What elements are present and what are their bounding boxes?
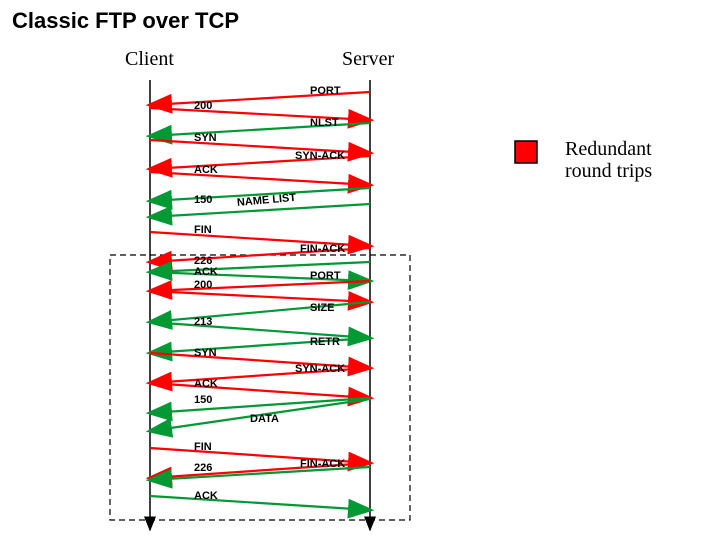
msg-label-13: 200 [194, 279, 212, 291]
msg-label-17: SYN [194, 347, 217, 359]
msg-label-1: 200 [194, 100, 212, 112]
msg-label-3: SYN [194, 132, 217, 144]
msg-label-19: ACK [194, 378, 218, 390]
msg-label-6: 150 [194, 194, 212, 206]
legend-line1: Redundant [565, 138, 652, 161]
diagram-canvas: Classic FTP over TCP Client Server Redun… [0, 0, 720, 540]
msg-label-25: ACK [194, 490, 218, 502]
msg-label-14: SIZE [310, 302, 334, 314]
msg-label-21: DATA [250, 413, 279, 425]
sequence-svg [0, 0, 720, 540]
msg-label-18: SYN-ACK [295, 363, 345, 375]
msg-label-20: 150 [194, 394, 212, 406]
msg-label-8: FIN [194, 224, 212, 236]
msg-label-12: PORT [310, 270, 341, 282]
msg-label-23: FIN-ACK [300, 458, 345, 470]
msg-label-22: FIN [194, 441, 212, 453]
legend-box [514, 140, 538, 164]
msg-label-11: ACK [194, 266, 218, 278]
legend-line2: round trips [565, 160, 652, 183]
msg-label-4: SYN-ACK [295, 150, 345, 162]
msg-label-2: NLST [310, 117, 339, 129]
msg-label-0: PORT [310, 85, 341, 97]
msg-label-9: FIN-ACK [300, 243, 345, 255]
msg-label-16: RETR [310, 336, 340, 348]
msg-label-5: ACK [194, 164, 218, 176]
msg-label-15: 213 [194, 316, 212, 328]
msg-label-24: 226 [194, 462, 212, 474]
